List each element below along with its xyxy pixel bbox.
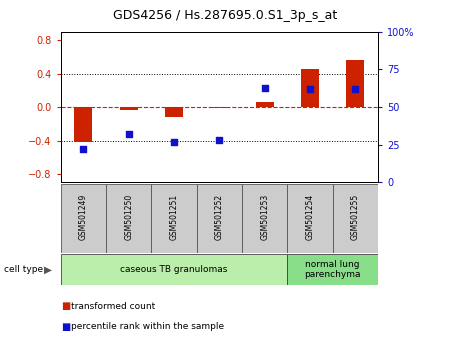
Bar bbox=[106, 184, 151, 253]
Bar bbox=[61, 254, 288, 285]
Bar bbox=[151, 184, 197, 253]
Point bbox=[80, 147, 87, 152]
Text: GDS4256 / Hs.287695.0.S1_3p_s_at: GDS4256 / Hs.287695.0.S1_3p_s_at bbox=[113, 9, 337, 22]
Bar bbox=[346, 60, 364, 107]
Bar bbox=[120, 107, 138, 110]
Text: percentile rank within the sample: percentile rank within the sample bbox=[71, 322, 224, 331]
Point bbox=[216, 137, 223, 143]
Bar bbox=[74, 107, 93, 142]
Text: ■: ■ bbox=[61, 301, 70, 311]
Text: GSM501249: GSM501249 bbox=[79, 194, 88, 240]
Point bbox=[352, 86, 359, 92]
Point bbox=[261, 85, 268, 90]
Bar bbox=[288, 254, 378, 285]
Text: GSM501253: GSM501253 bbox=[260, 194, 269, 240]
Text: GSM501250: GSM501250 bbox=[124, 194, 133, 240]
Bar bbox=[165, 107, 183, 117]
Text: normal lung
parenchyma: normal lung parenchyma bbox=[305, 260, 361, 279]
Bar bbox=[242, 184, 288, 253]
Text: caseous TB granulomas: caseous TB granulomas bbox=[120, 265, 228, 274]
Point bbox=[306, 86, 314, 92]
Point bbox=[125, 131, 132, 137]
Text: transformed count: transformed count bbox=[71, 302, 155, 311]
Text: cell type: cell type bbox=[4, 265, 44, 274]
Bar bbox=[61, 184, 106, 253]
Text: ■: ■ bbox=[61, 322, 70, 332]
Point bbox=[171, 139, 178, 144]
Text: GSM501251: GSM501251 bbox=[170, 194, 179, 240]
Text: GSM501252: GSM501252 bbox=[215, 194, 224, 240]
Text: GSM501254: GSM501254 bbox=[306, 194, 315, 240]
Text: GSM501255: GSM501255 bbox=[351, 194, 360, 240]
Bar bbox=[210, 107, 229, 108]
Text: ▶: ▶ bbox=[44, 264, 52, 274]
Bar bbox=[256, 102, 274, 107]
Bar bbox=[333, 184, 378, 253]
Bar bbox=[197, 184, 242, 253]
Bar bbox=[288, 184, 333, 253]
Bar bbox=[301, 69, 319, 107]
